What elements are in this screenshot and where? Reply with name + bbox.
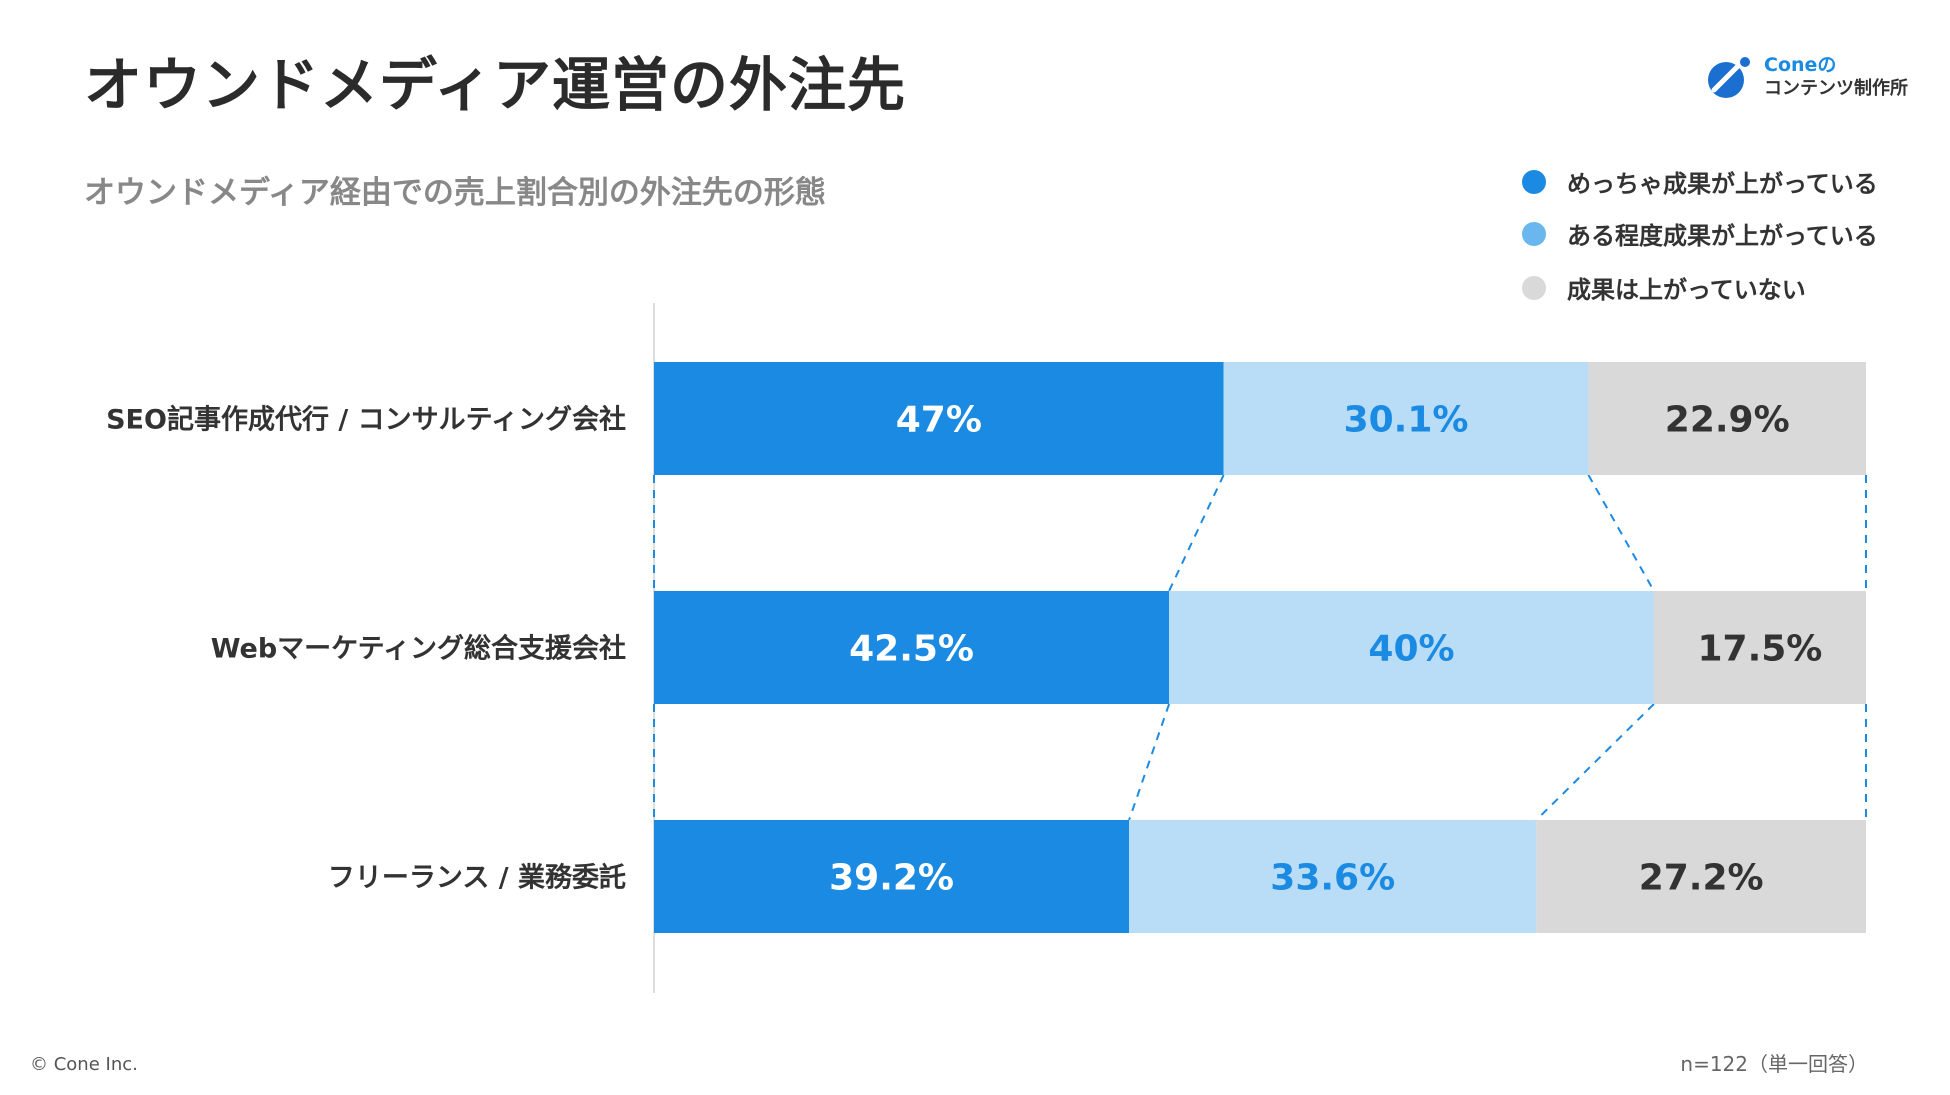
logo-line2: コンテンツ制作所 [1764, 78, 1908, 99]
logo-line1: Coneの [1764, 54, 1837, 76]
bar-segment [1588, 362, 1866, 475]
legend-dot-none [1522, 276, 1546, 300]
connector-line [1128, 703, 1171, 821]
bar-segment [654, 362, 1224, 475]
bar-segment [1169, 591, 1654, 704]
category-label: SEO記事作成代行 / コンサルティング会社 [106, 404, 626, 436]
category-label: Webマーケティング総合支援会社 [211, 633, 626, 665]
connector-line [1587, 474, 1655, 592]
chart-subtitle: オウンドメディア経由での売上割合別の外注先の形態 [84, 175, 826, 211]
data-label: 17.5% [1697, 629, 1822, 670]
data-label: 40% [1368, 629, 1454, 670]
bar-segment [1223, 362, 1589, 475]
data-label: 30.1% [1344, 400, 1469, 441]
data-label: 27.2% [1639, 858, 1764, 899]
legend-label-none: 成果は上がっていない [1567, 276, 1806, 304]
connector-line [1168, 474, 1225, 592]
category-label: フリーランス / 業務委託 [328, 862, 626, 894]
bar-segment [1536, 820, 1866, 933]
copyright-text: © Cone Inc. [30, 1054, 138, 1075]
cone-logo-icon [1708, 57, 1750, 98]
data-label: 42.5% [849, 629, 974, 670]
connector-line [1535, 703, 1655, 821]
cone-logo: Coneの コンテンツ制作所 [1706, 50, 1936, 102]
page-title: オウンドメディア運営の外注先 [84, 51, 906, 119]
legend-dot-high [1522, 170, 1546, 194]
legend-label-mid: ある程度成果が上がっている [1567, 222, 1878, 250]
bar-segment [1653, 591, 1866, 704]
data-label: 39.2% [829, 858, 954, 899]
sample-size-note: n=122（単一回答） [1680, 1052, 1868, 1076]
data-label: 47% [896, 400, 982, 441]
legend-dot-mid [1522, 222, 1546, 246]
data-label: 33.6% [1270, 858, 1395, 899]
bar-segment [654, 820, 1130, 933]
bar-segment [654, 591, 1170, 704]
data-label: 22.9% [1665, 400, 1790, 441]
bar-segment [1129, 820, 1537, 933]
legend-label-high: めっちゃ成果が上がっている [1567, 170, 1878, 198]
